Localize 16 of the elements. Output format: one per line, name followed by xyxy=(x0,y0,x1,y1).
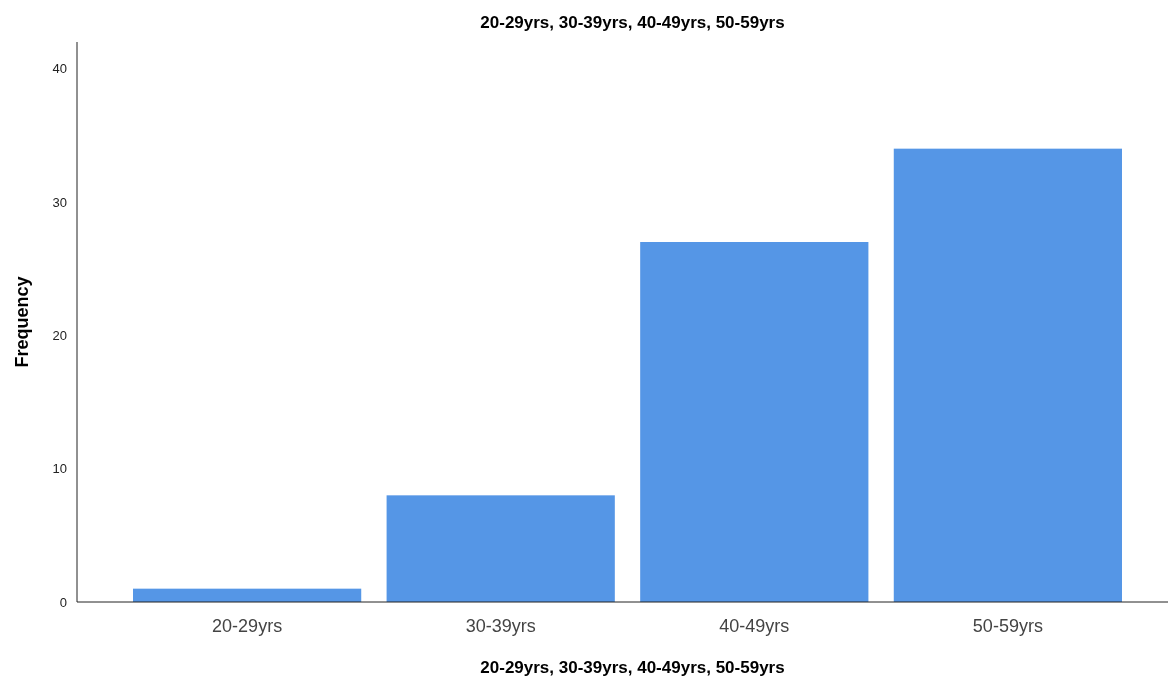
x-tick-label: 30-39yrs xyxy=(465,616,536,636)
bar xyxy=(386,495,615,602)
bar xyxy=(640,242,869,602)
bar xyxy=(893,148,1122,602)
y-tick-label: 20 xyxy=(52,327,67,343)
y-tick-label: 0 xyxy=(59,594,67,610)
x-axis-title: 20-29yrs, 30-39yrs, 40-49yrs, 50-59yrs xyxy=(480,658,785,677)
x-tick-label: 50-59yrs xyxy=(972,616,1043,636)
x-tick-label: 40-49yrs xyxy=(719,616,790,636)
bar xyxy=(133,588,362,602)
y-tick-label: 30 xyxy=(52,194,67,210)
y-axis-title: Frequency xyxy=(12,276,32,368)
chart-title: 20-29yrs, 30-39yrs, 40-49yrs, 50-59yrs xyxy=(480,13,785,32)
y-tick-label: 10 xyxy=(52,461,67,477)
y-tick-label: 40 xyxy=(52,61,67,77)
x-tick-label: 20-29yrs xyxy=(212,616,283,636)
